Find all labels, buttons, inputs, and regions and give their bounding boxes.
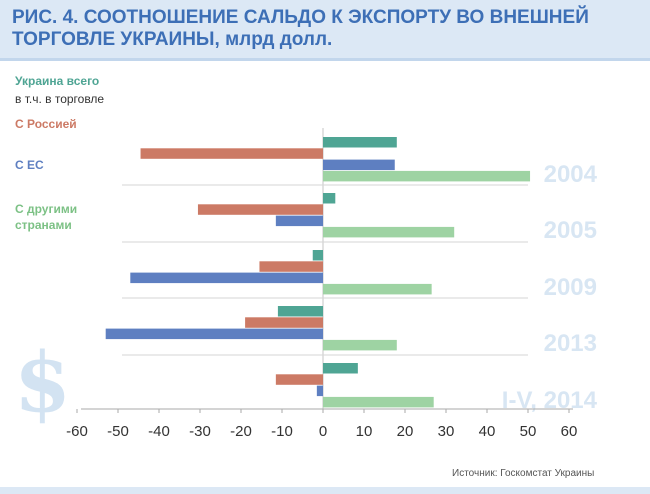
x-tick-label: 60 — [561, 423, 578, 440]
title-band — [0, 0, 650, 61]
x-tick-label: 10 — [356, 423, 373, 440]
chart-title: РИС. 4. СООТНОШЕНИЕ САЛЬДО К ЭКСПОРТУ ВО… — [12, 7, 589, 50]
year-label: 2004 — [544, 161, 598, 188]
source-note: Источник: Госкомстат Украины — [452, 468, 595, 479]
bar-total — [277, 306, 323, 317]
bar-russia — [140, 148, 323, 159]
bar-russia — [259, 261, 323, 272]
bar-eu — [323, 159, 395, 171]
bar-russia — [275, 374, 323, 385]
x-tick-label: 20 — [397, 423, 414, 440]
legend-eu: С ЕС — [15, 158, 44, 172]
x-tick-label: -10 — [271, 423, 293, 440]
bar-total — [323, 193, 336, 204]
bar-eu — [316, 385, 323, 397]
year-label: 2013 — [544, 330, 597, 357]
x-tick-label: 0 — [319, 423, 327, 440]
bar-eu — [105, 328, 323, 340]
bar-other — [323, 283, 432, 295]
x-tick-label: 30 — [438, 423, 455, 440]
bar-total — [312, 250, 323, 261]
x-tick-label: -60 — [66, 423, 88, 440]
x-tick-label: 50 — [520, 423, 537, 440]
bar-eu — [275, 215, 323, 227]
bar-other — [323, 226, 455, 238]
bar-chart: 2004 2005 2009 2013 I-V, 2014 -60 -50 -40 -30 -20… — [66, 128, 598, 440]
legend-other-line2: странами — [15, 218, 72, 232]
x-tick-label: -40 — [148, 423, 170, 440]
legend-russia: С Россией — [15, 117, 77, 131]
x-tick-label: 40 — [479, 423, 496, 440]
bottom-band — [0, 487, 650, 494]
legend-total: Украина всего — [15, 74, 100, 88]
x-tick-label: -30 — [189, 423, 211, 440]
bar-total — [323, 137, 397, 148]
bar-other — [323, 339, 397, 351]
x-tick-label: -20 — [230, 423, 252, 440]
bar-other — [323, 170, 531, 182]
x-tick-label: -50 — [107, 423, 129, 440]
bar-eu — [130, 272, 323, 284]
year-label: 2009 — [544, 274, 597, 301]
bar-total — [323, 363, 358, 374]
year-label: I-V, 2014 — [502, 387, 598, 414]
dollar-sign-icon: $ — [14, 335, 72, 431]
bar-russia — [197, 204, 323, 215]
bar-other — [323, 396, 434, 408]
year-label: 2005 — [544, 217, 597, 244]
bar-russia — [245, 317, 323, 328]
legend-subtitle: в т.ч. в торговле — [15, 92, 105, 106]
legend-other-line1: С другими — [15, 202, 78, 216]
